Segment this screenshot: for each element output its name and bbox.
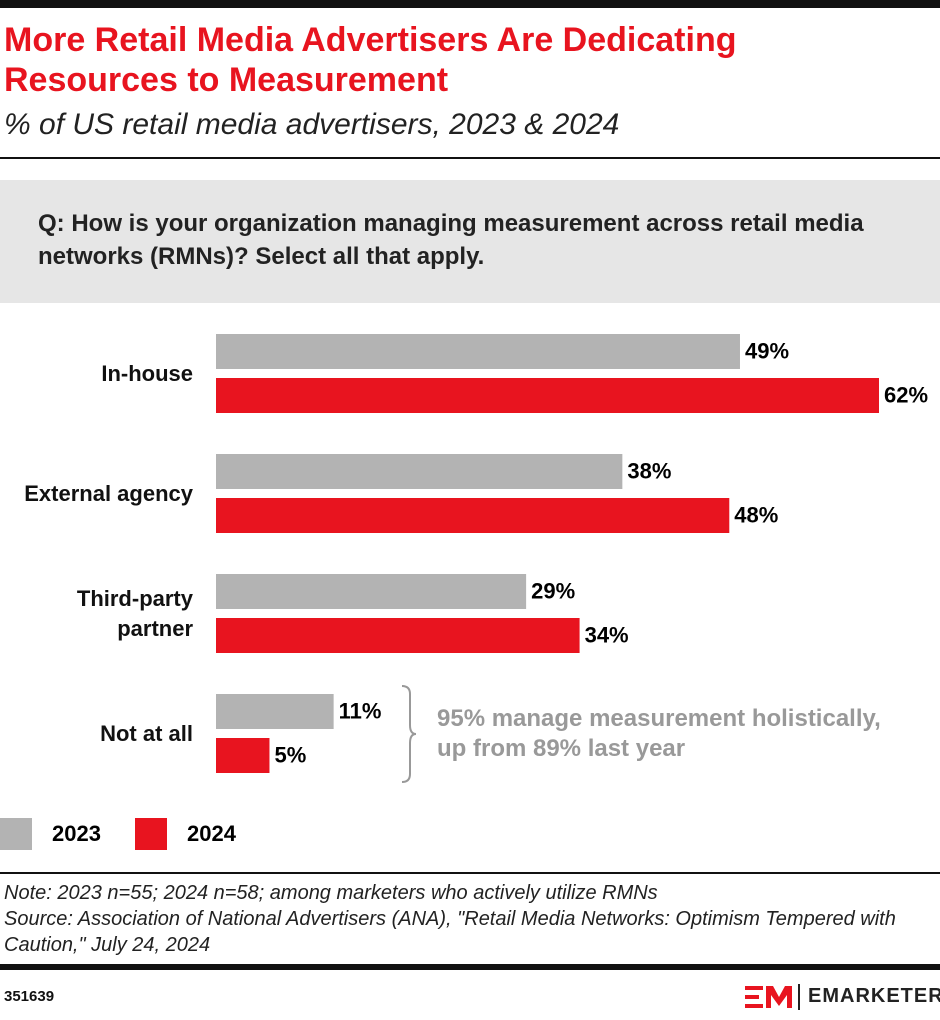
bar xyxy=(216,694,334,729)
bar xyxy=(216,574,527,609)
bottom-rule xyxy=(0,964,940,970)
chart-id: 351639 xyxy=(4,988,55,1005)
bar xyxy=(216,454,623,489)
brand: EMARKETER xyxy=(808,985,940,1007)
chart-subtitle: % of US retail media advertisers, 2023 &… xyxy=(4,108,620,141)
bar xyxy=(216,618,580,653)
rule xyxy=(0,157,940,159)
question: Q: How is your organization managing mea… xyxy=(38,210,864,270)
bar xyxy=(216,498,730,533)
logo xyxy=(745,986,792,1008)
legend-label: 2023 xyxy=(52,821,101,846)
question-box xyxy=(0,180,940,303)
note: Note: 2023 n=55; 2024 n=58; among market… xyxy=(4,882,658,904)
source: Source: Association of National Advertis… xyxy=(4,908,896,956)
brace xyxy=(401,685,417,783)
value-label: 34% xyxy=(585,622,629,647)
value-label: 11% xyxy=(339,698,382,723)
top-rule xyxy=(0,0,940,8)
chart-title: More Retail Media Advertisers Are Dedica… xyxy=(4,21,737,99)
bar xyxy=(216,334,740,369)
value-label: 62% xyxy=(884,382,928,407)
value-label: 49% xyxy=(745,338,789,363)
value-label: 38% xyxy=(627,458,671,483)
category-label: External agency xyxy=(24,480,193,506)
category-label: In-house xyxy=(101,360,193,386)
rule xyxy=(0,872,940,874)
logo-divider xyxy=(798,984,800,1010)
legend-swatch xyxy=(0,818,32,850)
category-label: Not at all xyxy=(100,720,193,746)
category-label: Third-party partner xyxy=(76,585,193,641)
bar xyxy=(216,378,879,413)
annotation: 95% manage measurement holistically, up … xyxy=(437,705,881,762)
value-label: 29% xyxy=(531,578,575,603)
legend-label: 2024 xyxy=(187,821,237,846)
value-label: 48% xyxy=(734,502,778,527)
value-label: 5% xyxy=(274,742,306,767)
legend-swatch xyxy=(135,818,167,850)
bar xyxy=(216,738,270,773)
